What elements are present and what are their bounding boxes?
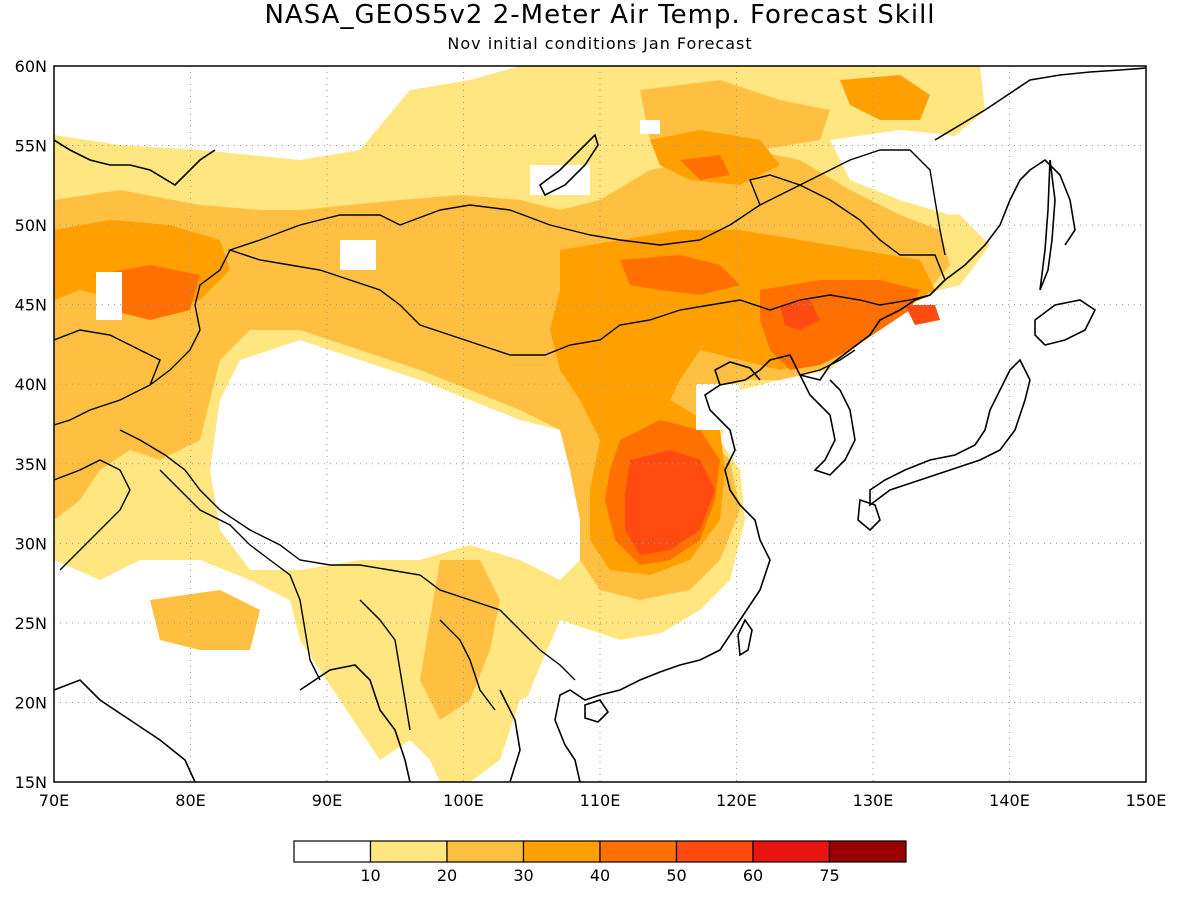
- border-north-korea: [799, 349, 856, 376]
- latitude-label: 25N: [15, 614, 47, 633]
- latitude-label: 60N: [15, 57, 47, 76]
- colorbar-swatch: [522, 840, 601, 863]
- skill-region-50-northeast: [780, 300, 820, 330]
- colorbar-tick-label: 60: [743, 866, 763, 885]
- border-kazakh-china: [149, 249, 231, 386]
- skill-white-japan: [760, 280, 1146, 600]
- longitude-label: 80E: [175, 791, 205, 810]
- coastline-japan-honshu: [869, 358, 1031, 507]
- coastline-india: [54, 679, 196, 782]
- skill-white-patch: [96, 272, 122, 320]
- map-subtitle: Nov initial conditions Jan Forecast: [447, 34, 753, 53]
- colorbar-swatch: [752, 840, 831, 863]
- coastline-russia-east: [944, 158, 1076, 281]
- colorbar-tick-label: 50: [666, 866, 686, 885]
- colorbar-swatch: [369, 840, 448, 863]
- border-china-south: [119, 429, 576, 681]
- coastline-japan-kyushu: [857, 498, 881, 532]
- latitude-labels: 15N 20N 25N 30N 35N 40N 45N 50N 55N 60N: [15, 57, 47, 792]
- longitude-label: 130E: [853, 791, 894, 810]
- latitude-label: 50N: [15, 216, 47, 235]
- colorbar-swatch: [293, 840, 372, 863]
- latitude-label: 35N: [15, 455, 47, 474]
- skill-region-50-central: [625, 450, 715, 555]
- coastline-baikal: [538, 133, 599, 197]
- country-borders: [54, 149, 946, 731]
- colorbar-swatch: [599, 840, 678, 863]
- coastline-bay-bengal: [299, 664, 411, 782]
- latitude-label: 15N: [15, 773, 47, 792]
- plot-frame: [53, 65, 1147, 783]
- skill-white-patch: [640, 120, 660, 134]
- coastline-indochina: [499, 689, 521, 782]
- longitude-label: 110E: [580, 791, 621, 810]
- border-central-asia: [54, 329, 161, 426]
- border-myanmar: [359, 599, 411, 731]
- longitude-label: 140E: [989, 791, 1030, 810]
- skill-region-40: [620, 255, 740, 295]
- border-russia-china-ne: [759, 149, 946, 256]
- latitude-label: 40N: [15, 375, 47, 394]
- coastline-korea: [799, 374, 856, 476]
- longitude-label: 90E: [312, 791, 342, 810]
- colorbar-tick-label: 75: [819, 866, 839, 885]
- colorbar-tick-label: 20: [437, 866, 457, 885]
- coastlines: [54, 67, 1146, 782]
- border-mongolia: [227, 174, 946, 356]
- skill-white-tibet: [210, 340, 600, 580]
- colorbar-tick-label: 30: [513, 866, 533, 885]
- skill-white-patch: [340, 240, 376, 270]
- skill-white-northeast: [830, 130, 990, 215]
- longitude-label: 120E: [716, 791, 757, 810]
- skill-region-50-northeast2: [905, 305, 940, 325]
- skill-white-india: [54, 560, 350, 782]
- latitude-label: 20N: [15, 693, 47, 712]
- colorbar-swatch: [828, 840, 907, 863]
- border-india-nepal: [159, 469, 321, 681]
- longitude-label: 70E: [39, 791, 69, 810]
- skill-region-30-north2: [840, 75, 930, 120]
- skill-white-southchina: [520, 600, 1146, 782]
- coastline-hainan: [584, 699, 610, 723]
- colorbar-swatch: [446, 840, 525, 863]
- coastline-okhotsk: [934, 67, 1146, 141]
- coastline-south-china: [554, 649, 721, 782]
- skill-shading: [54, 66, 1146, 782]
- latitude-label: 55N: [15, 137, 47, 156]
- map-title: NASA_GEOS5v2 2-Meter Air Temp. Forecast …: [264, 0, 936, 30]
- coastline-sakhalin: [1039, 159, 1056, 291]
- border-laos: [439, 619, 496, 711]
- longitude-labels: 70E 80E 90E 100E 110E 120E 130E 140E 150E: [39, 791, 1167, 810]
- coastline-taiwan: [737, 618, 753, 657]
- colorbar-tick-label: 40: [590, 866, 610, 885]
- skill-region-40-north: [680, 155, 730, 180]
- border-pakistan: [54, 459, 131, 571]
- coastline-bohai: [714, 361, 761, 386]
- skill-white-pacific-north: [990, 66, 1146, 280]
- latitude-label: 30N: [15, 534, 47, 553]
- colorbar-swatch: [675, 840, 754, 863]
- coastline-arctic-west: [54, 139, 216, 187]
- longitude-label: 100E: [443, 791, 484, 810]
- grid-lines: [54, 66, 1146, 782]
- colorbar: 10 20 30 40 50 60 75: [293, 840, 907, 885]
- skill-region-20-india2: [150, 590, 260, 650]
- skill-white-patch: [696, 384, 740, 430]
- coastline-hokkaido: [1034, 299, 1097, 346]
- colorbar-tick-label: 10: [360, 866, 380, 885]
- longitude-label: 150E: [1126, 791, 1167, 810]
- latitude-label: 45N: [15, 296, 47, 315]
